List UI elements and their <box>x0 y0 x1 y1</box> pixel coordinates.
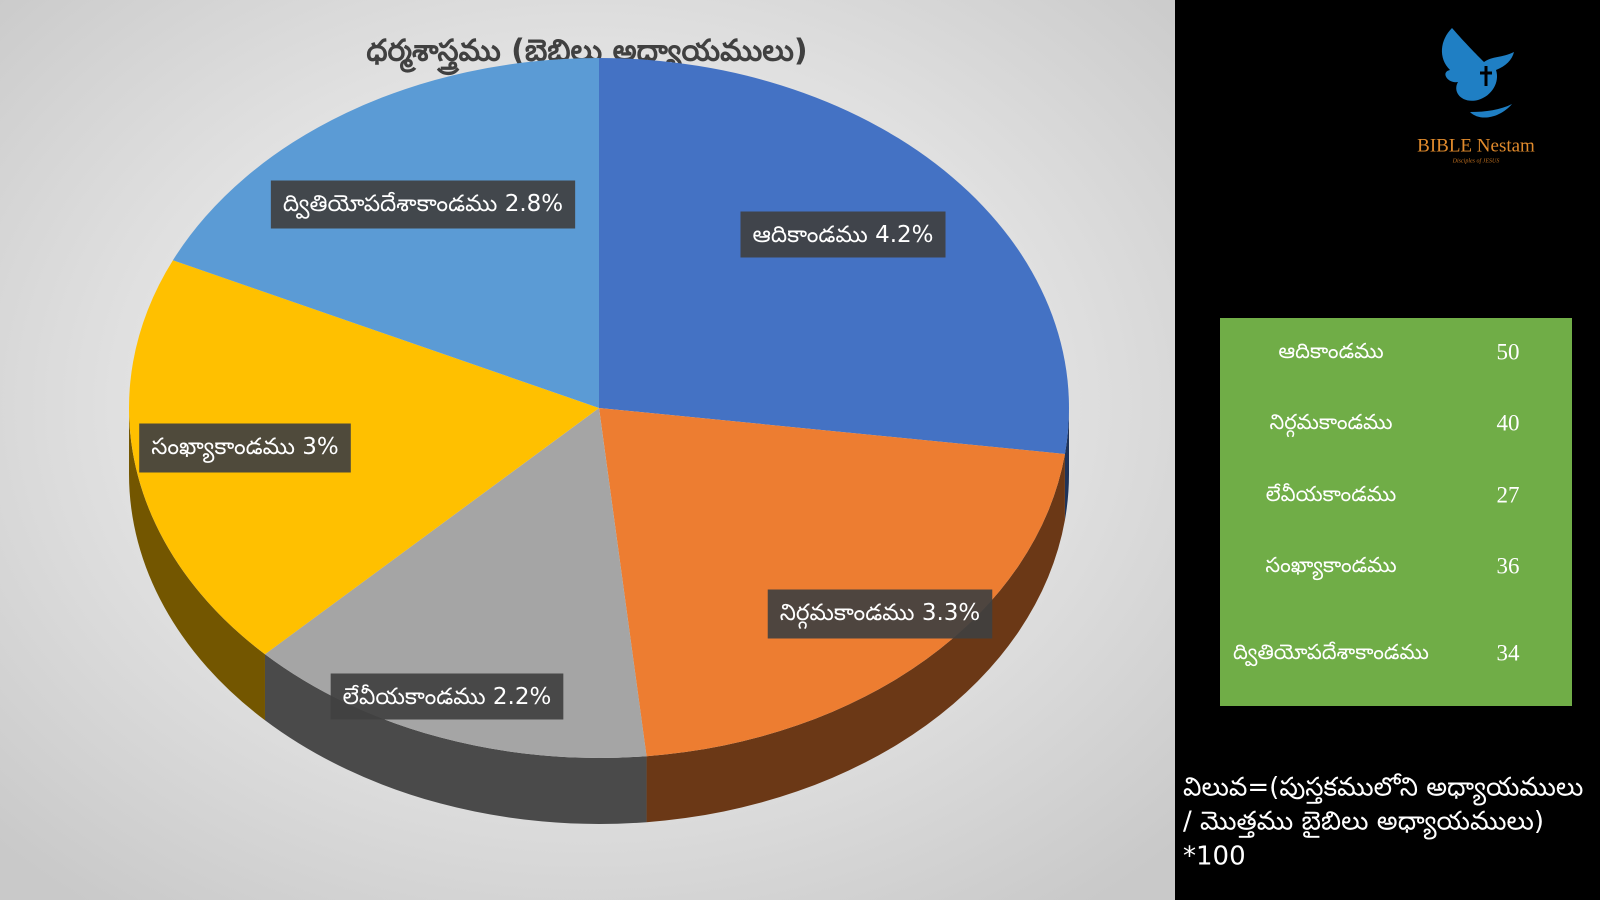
label-box <box>270 180 576 229</box>
label-spacer <box>915 600 922 626</box>
table-value: 36 <box>1497 553 1520 578</box>
slice <box>172 58 599 408</box>
table: ఆదికాండము 50 నిర్గమకాండము 40 లేవీయకాండము 27 సం… <box>1233 339 1520 667</box>
pie <box>129 58 1069 825</box>
data-label: లేవీయకాండము 2.2% <box>330 673 564 720</box>
slice-side <box>1064 408 1069 520</box>
table-value: 50 <box>1497 339 1520 364</box>
table-value: 34 <box>1497 640 1521 665</box>
cross-icon <box>1480 66 1492 86</box>
label-text: ద్వితియోపదేశాకాండము 2.8% <box>283 191 563 219</box>
label-text: ఆదికాండము 4.2% <box>752 222 933 248</box>
label-category: లేవీయకాండము <box>343 684 486 710</box>
logo-name: BIBLE Nestam <box>1417 135 1535 156</box>
slice-side <box>129 408 265 721</box>
slice-side <box>264 654 647 825</box>
label-value: 2.8% <box>505 191 563 217</box>
data-label: సంఖ్యాకాండము 3% <box>139 423 351 473</box>
formula-line: *100 <box>1183 842 1246 872</box>
data-label: నిర్గమకాండము 3.3% <box>767 589 993 639</box>
formula: విలువ=(పుస్తకములోని అధ్యాయములు/ మొత్తము … <box>1183 773 1583 872</box>
slice <box>264 408 647 759</box>
label-category: సంఖ్యాకాండము <box>151 434 295 463</box>
table-name: నిర్గమకాండము <box>1269 410 1392 438</box>
table-name: ద్వితియోపదేశాకాండము <box>1233 640 1429 667</box>
label-spacer <box>486 684 493 710</box>
label-value: 4.2% <box>875 222 933 248</box>
slice <box>129 260 599 655</box>
label-value: 3.3% <box>922 600 980 626</box>
label-value: 2.2% <box>493 684 551 710</box>
table-name: ఆదికాండము <box>1278 339 1383 363</box>
label-box <box>139 423 351 473</box>
label-category: నిర్గమకాండము <box>780 600 915 629</box>
label-category: ద్వితియోపదేశాకాండము <box>283 191 498 219</box>
label-category: ఆదికాండము <box>752 222 867 248</box>
logo-tagline: Disciples of JESUS <box>1452 157 1500 164</box>
table-name: సంఖ్యాకాండము <box>1265 553 1396 581</box>
table-value: 40 <box>1497 410 1520 435</box>
label-text: నిర్గమకాండము 3.3% <box>780 600 981 629</box>
label-text: లేవీయకాండము 2.2% <box>343 684 552 710</box>
data-label: ద్వితియోపదేశాకాండము 2.8% <box>270 180 576 229</box>
label-spacer <box>497 191 504 217</box>
logo: BIBLE Nestam Disciples of JESUS <box>1417 28 1535 164</box>
dove-icon <box>1441 28 1514 118</box>
table-value: 27 <box>1497 482 1520 507</box>
label-text: సంఖ్యాకాండము 3% <box>151 434 339 463</box>
label-spacer <box>295 434 302 460</box>
data-label: ఆదికాండము 4.2% <box>740 211 946 258</box>
formula-line: / మొత్తము బైబిలు అధ్యాయములు) <box>1183 807 1544 841</box>
table-background <box>1220 318 1572 706</box>
data-labels: ఆదికాండము 4.2% నిర్గమకాండము 3.3% లేవీయకాండ… <box>139 180 993 720</box>
label-spacer <box>868 222 875 248</box>
label-box <box>740 211 946 258</box>
slice <box>599 408 1065 757</box>
label-box <box>330 673 564 720</box>
table-name: లేవీయకాండము <box>1266 482 1396 506</box>
label-box <box>767 589 993 639</box>
label-value: 3% <box>302 434 339 460</box>
formula-line: విలువ=(పుస్తకములోని అధ్యాయములు <box>1183 773 1583 807</box>
